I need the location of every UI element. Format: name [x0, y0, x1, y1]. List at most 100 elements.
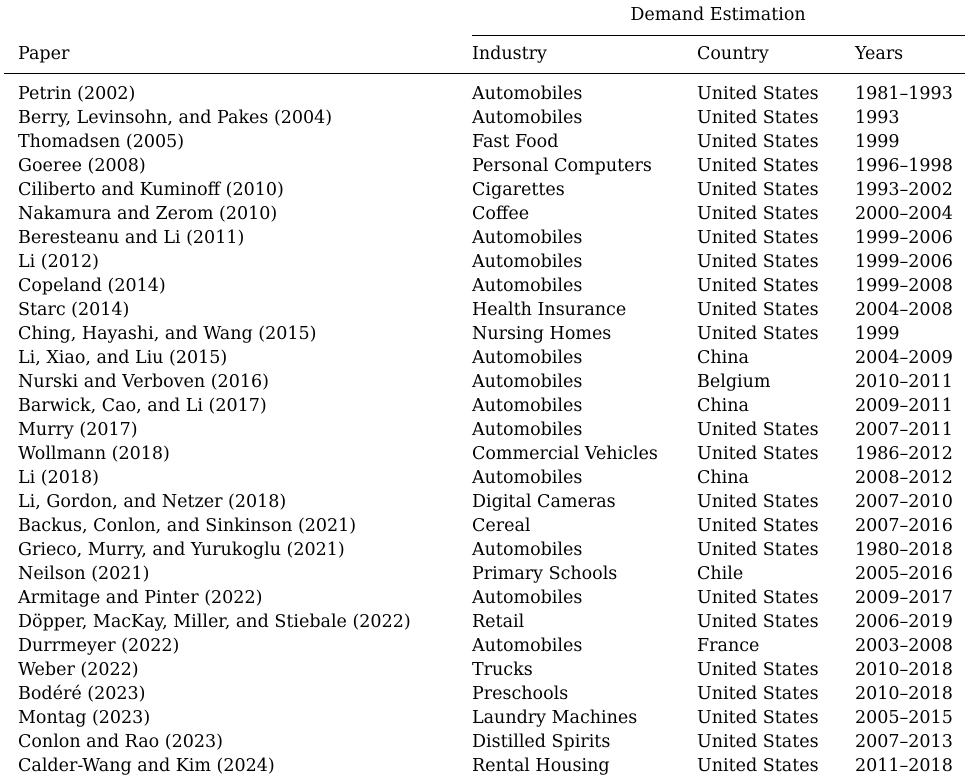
cell-country: United States [697, 492, 819, 512]
cell-years: 2006–2019 [855, 612, 953, 632]
cell-years: 2011–2018 [855, 756, 953, 776]
cell-years: 2009–2011 [855, 396, 953, 416]
table-row: Durrmeyer (2022) Automobiles France 2003–20… [0, 636, 971, 660]
cell-paper: Barwick, Cao, and Li (2017) [18, 396, 267, 416]
table-row: Weber (2022) Trucks United States 2010–2018 [0, 660, 971, 684]
cell-industry: Automobiles [472, 636, 583, 656]
cell-industry: Commercial Vehicles [472, 444, 658, 464]
cell-industry: Cigarettes [472, 180, 565, 200]
table-row: Armitage and Pinter (2022) Automobiles Uni… [0, 588, 971, 612]
cell-industry: Automobiles [472, 348, 583, 368]
table-row: Li (2018) Automobiles China 2008–2012 [0, 468, 971, 492]
table-row: Neilson (2021) Primary Schools Chile 2005–2… [0, 564, 971, 588]
cell-paper: Montag (2023) [18, 708, 151, 728]
cell-industry: Primary Schools [472, 564, 618, 584]
cell-years: 2005–2015 [855, 708, 953, 728]
cell-country: United States [697, 756, 819, 776]
cell-paper: Murry (2017) [18, 420, 138, 440]
cell-country: United States [697, 108, 819, 128]
cell-years: 2010–2018 [855, 660, 953, 680]
cell-country: United States [697, 300, 819, 320]
table-row: Ching, Hayashi, and Wang (2015) Nursing H… [0, 324, 971, 348]
cell-paper: Conlon and Rao (2023) [18, 732, 223, 752]
cell-industry: Automobiles [472, 468, 583, 488]
cell-industry: Laundry Machines [472, 708, 638, 728]
cell-paper: Neilson (2021) [18, 564, 150, 584]
cell-years: 2008–2012 [855, 468, 953, 488]
cell-country: United States [697, 420, 819, 440]
cell-industry: Rental Housing [472, 756, 610, 776]
cell-country: France [697, 636, 760, 656]
cell-country: United States [697, 228, 819, 248]
cell-paper: Bodéré (2023) [18, 684, 146, 704]
cell-years: 2007–2013 [855, 732, 953, 752]
cell-industry: Cereal [472, 516, 531, 536]
cell-country: United States [697, 276, 819, 296]
cell-industry: Automobiles [472, 276, 583, 296]
cell-country: United States [697, 660, 819, 680]
cell-industry: Automobiles [472, 396, 583, 416]
cell-country: United States [697, 132, 819, 152]
table-row: Starc (2014) Health Insurance United State… [0, 300, 971, 324]
cell-paper: Li (2012) [18, 252, 99, 272]
column-header-paper: Paper [18, 44, 70, 64]
table-row: Barwick, Cao, and Li (2017) Automobiles Ch… [0, 396, 971, 420]
cell-country: United States [697, 588, 819, 608]
cell-years: 2007–2016 [855, 516, 953, 536]
cell-years: 2010–2011 [855, 372, 953, 392]
cell-paper: Li, Gordon, and Netzer (2018) [18, 492, 287, 512]
cell-country: Belgium [697, 372, 771, 392]
cell-industry: Digital Cameras [472, 492, 616, 512]
cell-country: China [697, 396, 749, 416]
table-row: Calder-Wang and Kim (2024) Rental Housing… [0, 756, 971, 780]
table-row: Nurski and Verboven (2016) Automobiles Bel… [0, 372, 971, 396]
cell-years: 2003–2008 [855, 636, 953, 656]
cell-years: 1993–2002 [855, 180, 953, 200]
cell-paper: Ching, Hayashi, and Wang (2015) [18, 324, 317, 344]
cell-years: 1999 [855, 132, 900, 152]
table-row: Goeree (2008) Personal Computers United St… [0, 156, 971, 180]
cell-paper: Thomadsen (2005) [18, 132, 185, 152]
table-row: Petrin (2002) Automobiles United States 198… [0, 84, 971, 108]
cell-country: United States [697, 516, 819, 536]
cell-industry: Automobiles [472, 372, 583, 392]
cell-country: United States [697, 180, 819, 200]
table-row: Döpper, MacKay, Miller, and Stiebale (20… [0, 612, 971, 636]
cell-paper: Calder-Wang and Kim (2024) [18, 756, 275, 776]
cell-paper: Grieco, Murry, and Yurukoglu (2021) [18, 540, 345, 560]
column-header-industry: Industry [472, 44, 547, 64]
cell-years: 1996–1998 [855, 156, 953, 176]
cell-paper: Petrin (2002) [18, 84, 136, 104]
cell-paper: Starc (2014) [18, 300, 130, 320]
cell-country: United States [697, 708, 819, 728]
cell-industry: Automobiles [472, 420, 583, 440]
table-row: Montag (2023) Laundry Machines United Stat… [0, 708, 971, 732]
cell-paper: Li (2018) [18, 468, 99, 488]
cell-industry: Distilled Spirits [472, 732, 611, 752]
cell-paper: Wollmann (2018) [18, 444, 170, 464]
cell-paper: Durrmeyer (2022) [18, 636, 180, 656]
cell-paper: Backus, Conlon, and Sinkinson (2021) [18, 516, 357, 536]
cell-paper: Goeree (2008) [18, 156, 146, 176]
cell-country: United States [697, 204, 819, 224]
cell-country: United States [697, 540, 819, 560]
table-row: Wollmann (2018) Commercial Vehicles United… [0, 444, 971, 468]
table-row: Thomadsen (2005) Fast Food United States 19… [0, 132, 971, 156]
cell-industry: Automobiles [472, 252, 583, 272]
group-header-demand-estimation: Demand Estimation [630, 5, 806, 25]
cell-paper: Copeland (2014) [18, 276, 166, 296]
cell-years: 2004–2008 [855, 300, 953, 320]
cell-country: United States [697, 84, 819, 104]
cell-years: 2009–2017 [855, 588, 953, 608]
cell-country: United States [697, 156, 819, 176]
cell-years: 2010–2018 [855, 684, 953, 704]
cell-country: United States [697, 444, 819, 464]
cell-industry: Automobiles [472, 84, 583, 104]
cell-industry: Health Insurance [472, 300, 627, 320]
cell-years: 1999 [855, 324, 900, 344]
cell-country: United States [697, 324, 819, 344]
cell-years: 1993 [855, 108, 900, 128]
cell-country: Chile [697, 564, 744, 584]
table-row: Backus, Conlon, and Sinkinson (2021) Cere… [0, 516, 971, 540]
table-row: Bodéré (2023) Preschools United States 2010… [0, 684, 971, 708]
